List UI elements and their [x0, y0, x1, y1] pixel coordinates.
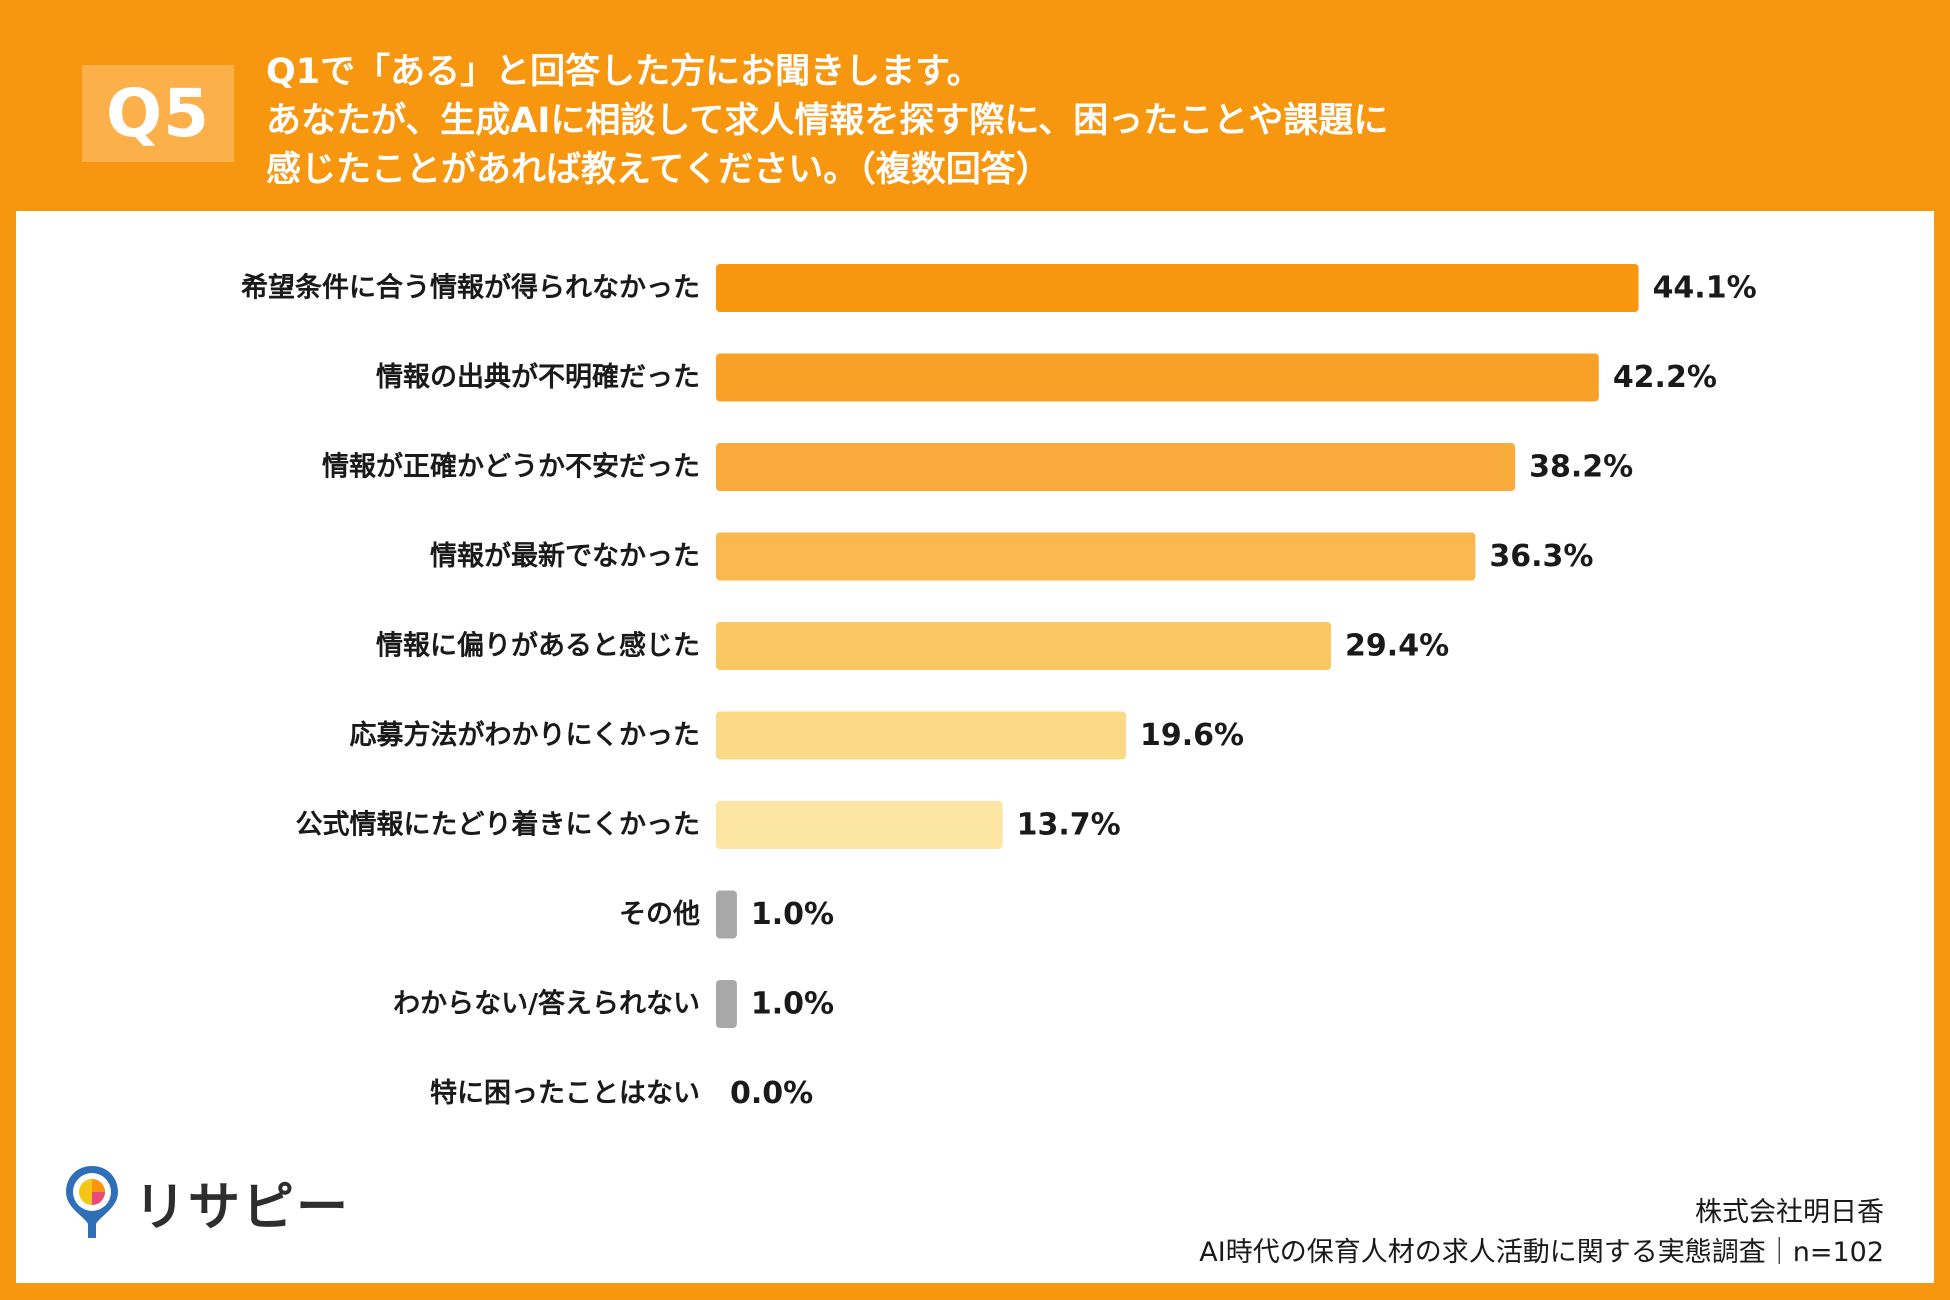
bar: [716, 622, 1332, 670]
brand-logo-text: リサピー: [134, 1177, 351, 1238]
category-label: 情報に偏りがあると感じた: [376, 630, 700, 662]
category-label: 公式情報にたどり着きにくかった: [296, 809, 700, 841]
footer-survey: AI時代の保育人材の求人活動に関する実態調査｜n=102: [1199, 1237, 1884, 1268]
value-label: 36.3%: [1489, 539, 1593, 574]
source-footer: 株式会社明日香 AI時代の保育人材の求人活動に関する実態調査｜n=102: [1199, 1193, 1884, 1273]
question-badge: Q5: [82, 65, 234, 162]
value-label: 44.1%: [1653, 271, 1757, 306]
question-line-1: Q1で「ある」と回答した方にお聞きします。: [266, 52, 982, 92]
category-label: 希望条件に合う情報が得られなかった: [241, 272, 700, 304]
value-label: 42.2%: [1613, 360, 1717, 395]
category-label: わからない/答えられない: [393, 988, 700, 1020]
category-label: 情報が正確かどうか不安だった: [322, 451, 700, 483]
category-label: 応募方法がわかりにくかった: [350, 719, 700, 751]
question-text: Q1で「ある」と回答した方にお聞きします。 あなたが、生成AIに相談して求人情報…: [266, 48, 1826, 195]
value-label: 38.2%: [1529, 450, 1633, 485]
category-label: 特に困ったことはない: [430, 1078, 700, 1109]
chart-panel: 希望条件に合う情報が得られなかった 44.1% 情報の出典が不明確だった 42.2% 情…: [16, 211, 1934, 1283]
question-line-3: 感じたことがあれば教えてください。（複数回答）: [266, 150, 1051, 190]
bar: [716, 801, 1003, 849]
footer-company: 株式会社明日香: [1695, 1197, 1884, 1228]
category-label: その他: [619, 899, 700, 930]
question-line-2: あなたが、生成AIに相談して求人情報を探す際に、困ったことや課題に: [266, 101, 1389, 141]
bar: [716, 980, 737, 1028]
bar: [716, 353, 1599, 402]
category-label: 情報が最新でなかった: [430, 540, 700, 572]
category-label: 情報の出典が不明確だった: [376, 361, 700, 393]
value-label: 1.0%: [751, 897, 834, 932]
brand-logo: リサピー: [62, 1162, 350, 1242]
bar: [716, 532, 1476, 581]
bar: [716, 264, 1639, 312]
bar: [716, 890, 737, 939]
value-label: 0.0%: [730, 1076, 813, 1111]
bar-chart: 希望条件に合う情報が得られなかった 44.1% 情報の出典が不明確だった 42.2% 情…: [241, 264, 1757, 1111]
value-label: 29.4%: [1345, 629, 1449, 664]
pin-logo-icon: [66, 1166, 118, 1238]
value-label: 13.7%: [1017, 808, 1121, 843]
value-label: 1.0%: [751, 987, 834, 1022]
bar: [716, 443, 1516, 491]
bar: [716, 711, 1127, 760]
value-label: 19.6%: [1140, 718, 1244, 753]
